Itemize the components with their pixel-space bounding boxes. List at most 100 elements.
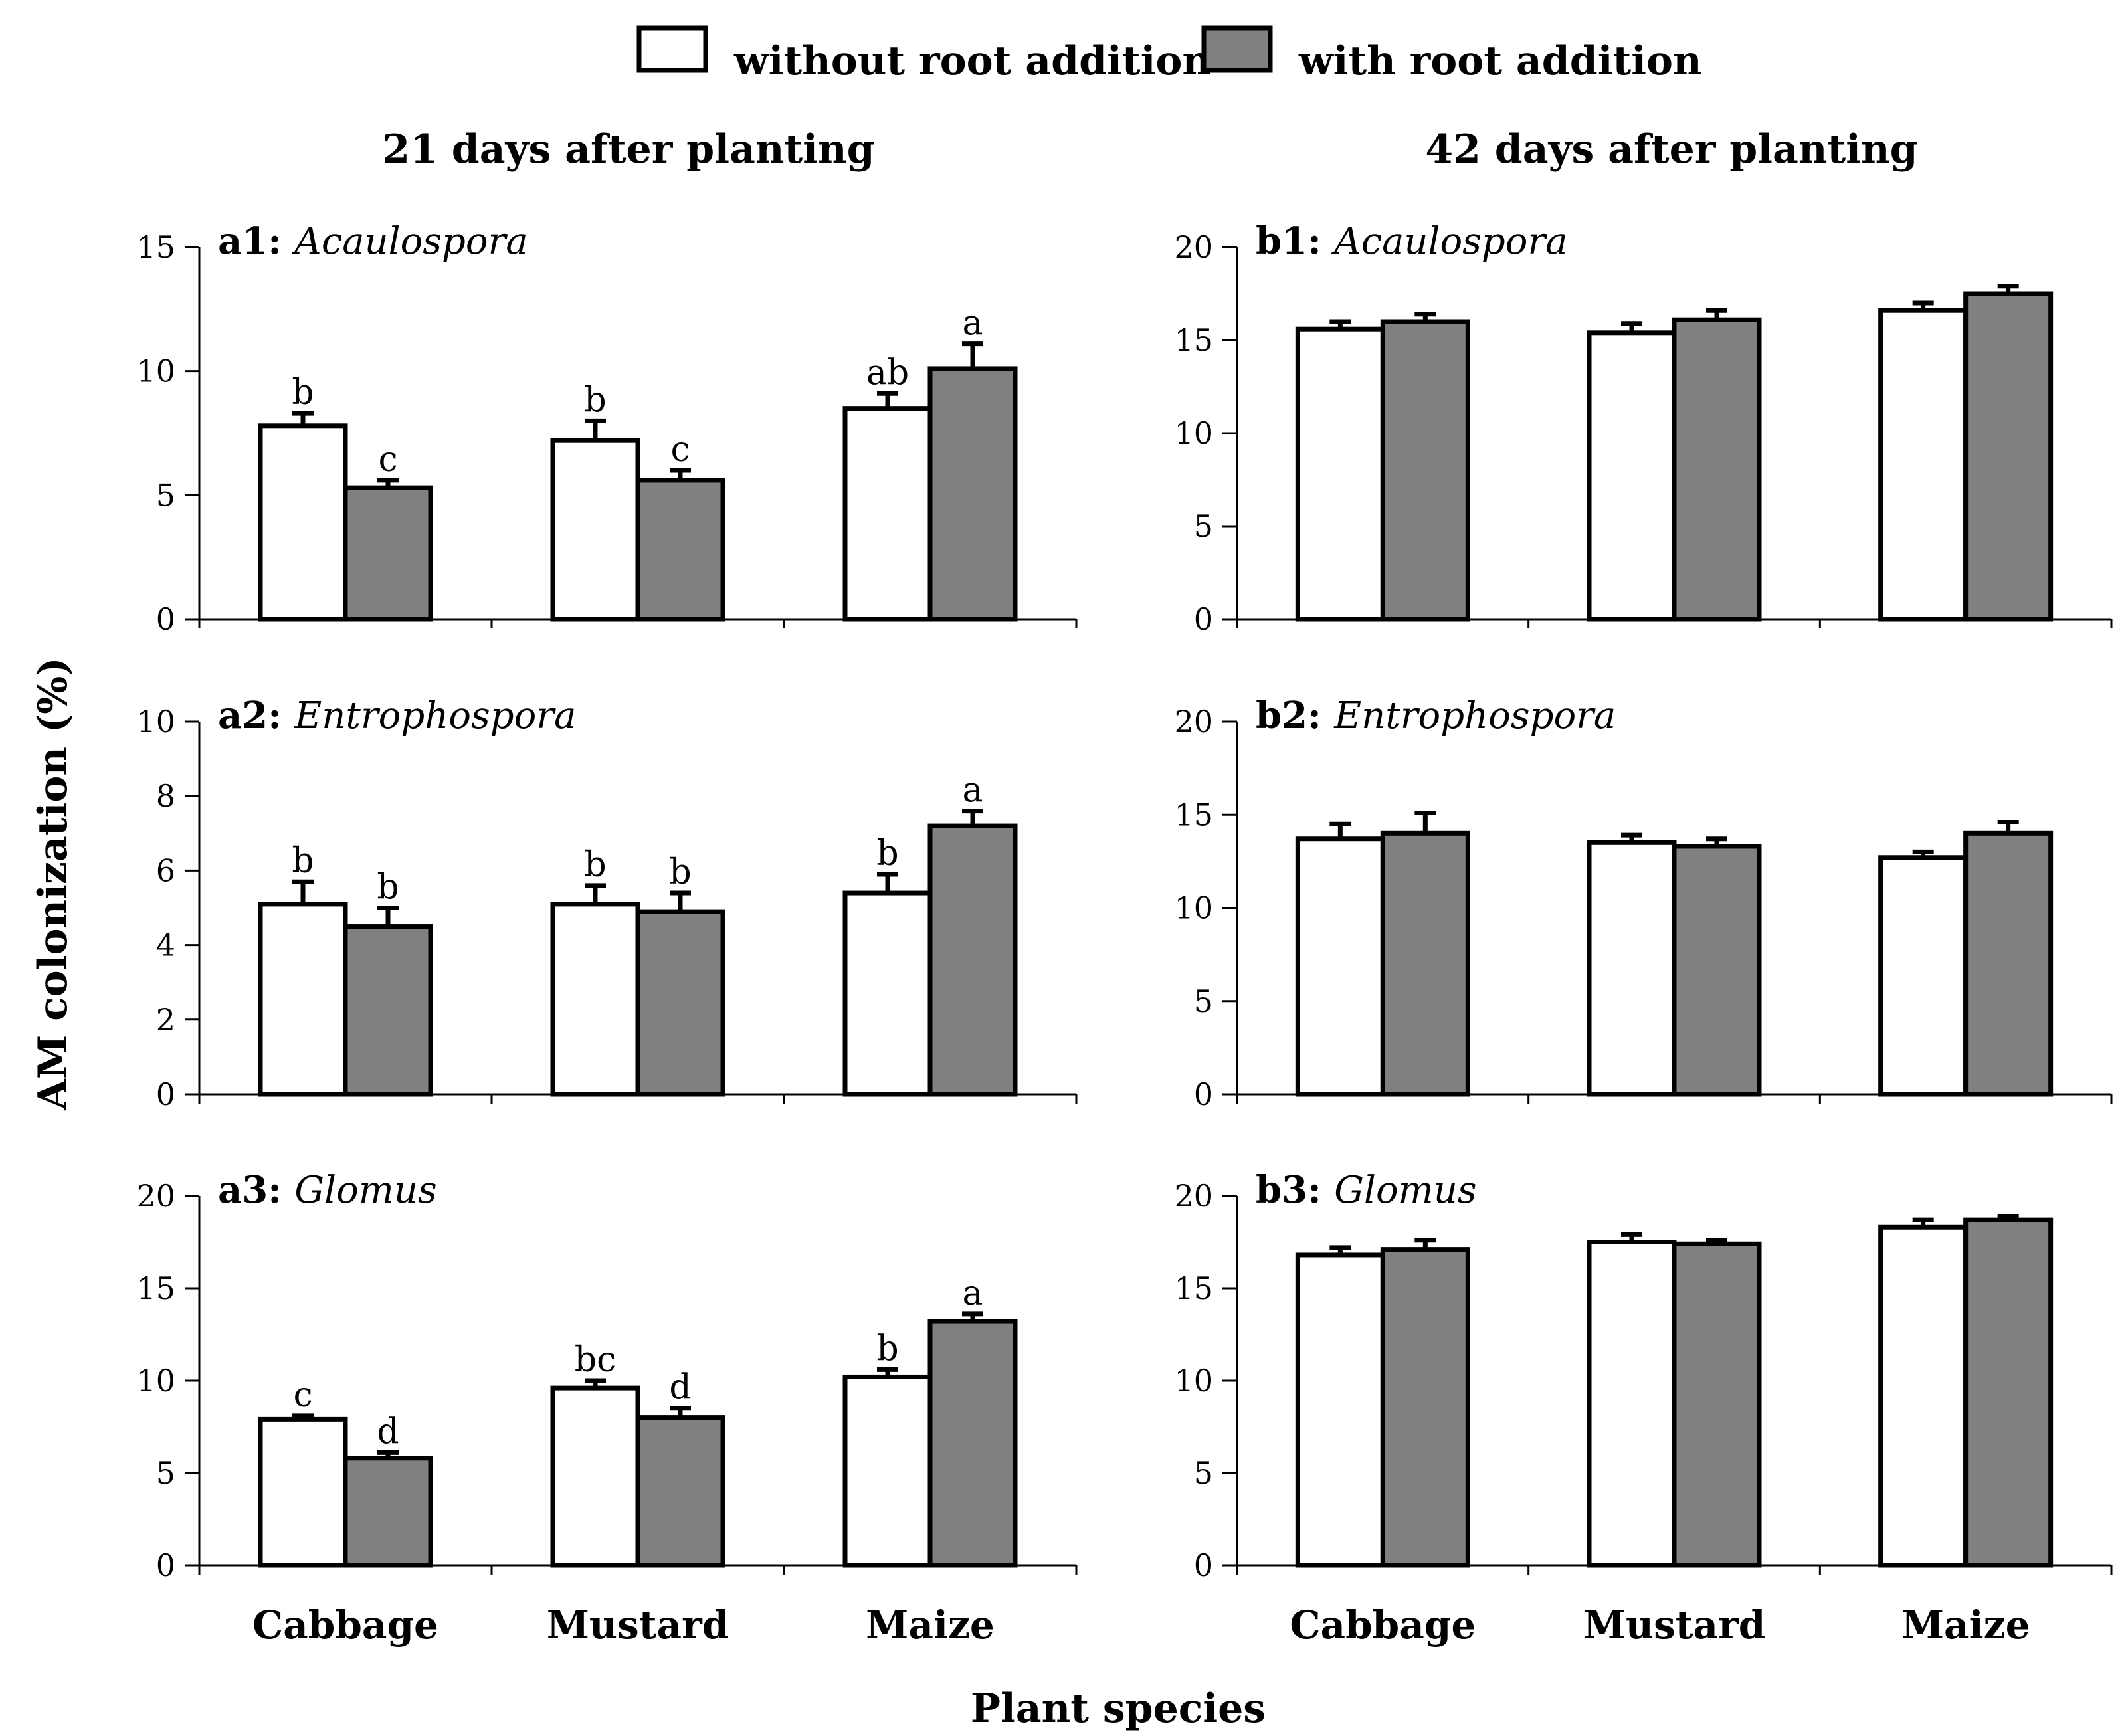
bar-with-maize [927, 366, 1018, 622]
y-tick-label: 8 [156, 778, 175, 814]
y-tick-label: 0 [1194, 601, 1213, 637]
y-tick-label: 10 [136, 704, 175, 739]
y-tick-label: 15 [1174, 797, 1213, 832]
bar-with-cabbage [343, 485, 433, 622]
y-tick-label: 15 [136, 229, 175, 265]
category-label-cabbage: Cabbage [252, 1602, 438, 1648]
bar-without-mustard [550, 902, 640, 1097]
panel-label: a2: [218, 694, 294, 737]
bar-without-maize [842, 406, 933, 622]
y-tick-label: 15 [1174, 1270, 1213, 1306]
panel-label: b2: [1256, 694, 1334, 737]
bar-with-cabbage [1380, 830, 1470, 1097]
bar-with-maize [1963, 1217, 2054, 1568]
panel-b3: 0 5 10 15 20 b3: Glomus Cabbage Mustard Maize [1174, 1168, 2113, 1648]
bar-without-mustard [550, 438, 640, 622]
bar-with-maize [927, 1319, 1018, 1568]
y-tick-label: 5 [1194, 983, 1213, 1019]
significance-letter: c [670, 430, 690, 470]
category-label-maize: Maize [1901, 1602, 2030, 1648]
significance-letter: d [377, 1412, 399, 1452]
significance-letter: b [669, 852, 691, 892]
panel-a2: 0 2 4 6 8 10 a2: Entrophospora b b b b b a [136, 694, 1078, 1112]
panel-a3: 0 5 10 15 20 a3: Glomus c d Cabbage bc d Mustard b a M… [136, 1168, 1078, 1648]
y-tick-label: 6 [156, 852, 175, 888]
panel-genus: Acaulospora [1331, 220, 1567, 263]
bar-without-cabbage [258, 1416, 348, 1568]
panel-label: a1: [218, 219, 294, 263]
header-42-days: 42 days after planting [1425, 126, 1917, 173]
significance-letter: b [584, 380, 606, 420]
significance-letter: a [962, 1274, 983, 1313]
category-label-cabbage: Cabbage [1290, 1602, 1476, 1648]
y-tick-label: 4 [156, 927, 175, 963]
panel-genus: Glomus [294, 1169, 436, 1212]
significance-letter: ab [866, 353, 909, 393]
panel-title: b2: Entrophospora [1256, 694, 1616, 737]
bar-without-mustard [550, 1385, 640, 1568]
legend: without root addition with root addition [636, 25, 1702, 84]
panel-title: a1: Acaulospora [218, 219, 528, 263]
panel-label: b3: [1256, 1168, 1334, 1212]
y-tick-label: 5 [1194, 1455, 1213, 1491]
significance-letter: a [962, 304, 983, 343]
y-tick-label: 20 [1174, 229, 1213, 265]
bar-with-cabbage [1380, 319, 1470, 622]
y-tick-label: 0 [156, 1076, 175, 1112]
category-label-maize: Maize [866, 1602, 995, 1648]
y-tick-label: 0 [156, 1547, 175, 1583]
bar-with-mustard [1672, 317, 1762, 622]
legend-swatch-with [1201, 25, 1273, 73]
y-axis-label: AM colonization (%) [30, 657, 76, 1110]
bar-without-maize [1878, 1224, 1969, 1568]
bar-without-mustard [1587, 330, 1677, 622]
panel-title: a3: Glomus [218, 1168, 437, 1212]
significance-letter: b [584, 845, 606, 885]
significance-letter: c [378, 440, 397, 480]
significance-letter: c [293, 1375, 312, 1415]
legend-label-with: with root addition [1298, 38, 1702, 84]
y-tick-label: 20 [1174, 704, 1213, 739]
y-tick-label: 5 [156, 477, 175, 513]
bar-without-maize [1878, 308, 1969, 622]
panel-a1: 0 5 10 15 a1: Acaulospora b c b c ab a [136, 219, 1078, 637]
bar-with-mustard [635, 909, 725, 1097]
category-label-mustard: Mustard [547, 1602, 729, 1648]
bar-without-cabbage [258, 902, 348, 1097]
bar-with-cabbage [343, 1456, 433, 1568]
panel-genus: Glomus [1334, 1169, 1476, 1212]
bar-with-mustard [1672, 844, 1762, 1097]
y-tick-label: 5 [156, 1455, 175, 1491]
significance-letter: b [292, 373, 314, 413]
significance-letter: d [669, 1368, 691, 1408]
header-21-days: 21 days after planting [382, 126, 874, 173]
y-tick-label: 0 [1194, 1076, 1213, 1112]
legend-label-without: without root addition [733, 38, 1211, 84]
category-label-mustard: Mustard [1583, 1602, 1766, 1648]
panel-label: a3: [218, 1168, 294, 1212]
legend-swatch-without [636, 25, 708, 73]
significance-letter: a [962, 771, 983, 811]
bar-without-maize [1878, 855, 1969, 1097]
bar-with-maize [1963, 291, 2054, 622]
panel-title: b3: Glomus [1256, 1168, 1477, 1212]
bar-with-maize [927, 823, 1018, 1097]
y-tick-label: 2 [156, 1002, 175, 1038]
y-tick-label: 10 [1174, 890, 1213, 926]
y-tick-label: 20 [1174, 1178, 1213, 1214]
significance-letter: bc [575, 1340, 616, 1380]
bar-without-mustard [1587, 840, 1677, 1097]
y-tick-label: 20 [136, 1178, 175, 1214]
panel-genus: Entrophospora [1333, 694, 1616, 737]
panel-title: a2: Entrophospora [218, 694, 576, 737]
bar-with-mustard [635, 478, 725, 622]
significance-letter: b [876, 834, 898, 874]
bar-without-cabbage [1295, 836, 1385, 1097]
y-tick-label: 15 [1174, 322, 1213, 358]
bar-without-maize [842, 890, 933, 1097]
x-axis-label: Plant species [971, 1686, 1266, 1732]
y-tick-label: 10 [136, 353, 175, 389]
bar-without-cabbage [1295, 326, 1385, 622]
